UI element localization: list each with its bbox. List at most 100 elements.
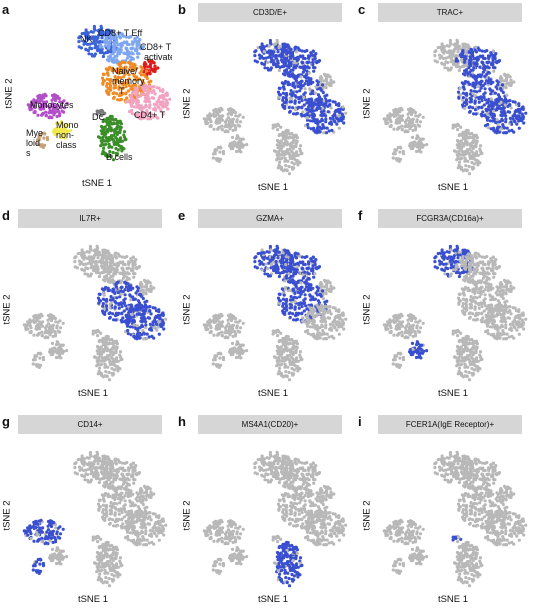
cell-point (396, 110, 400, 114)
cell-point (109, 262, 113, 266)
cell-point (253, 54, 257, 58)
cell-point (145, 299, 149, 303)
cell-point (33, 110, 37, 115)
cell-point (448, 38, 452, 43)
cell-point (329, 312, 333, 316)
cell-point (503, 103, 507, 107)
cell-point (119, 76, 123, 80)
cell-point (328, 116, 332, 120)
cell-point (293, 306, 297, 310)
cell-point (101, 119, 105, 124)
cell-point (90, 47, 94, 51)
cell-point (131, 315, 135, 319)
cell-point (54, 121, 59, 125)
cell-point (300, 49, 304, 53)
cell-point (501, 90, 505, 95)
cell-point (419, 145, 424, 149)
cell-point (65, 101, 69, 105)
cell-point (289, 253, 293, 257)
cell-point (468, 82, 472, 86)
cell-point (472, 61, 476, 65)
cell-point (96, 345, 100, 350)
cell-point (306, 332, 310, 336)
cell-point (446, 61, 450, 65)
cell-point (305, 101, 309, 105)
cell-point (116, 124, 120, 128)
cell-point (288, 135, 292, 140)
cell-point (280, 64, 284, 69)
cell-point (334, 315, 339, 319)
cell-point (204, 324, 208, 328)
cell-point (404, 123, 408, 127)
cell-point (39, 143, 44, 147)
cell-point (102, 307, 106, 311)
cell-point (142, 305, 146, 309)
cell-point (483, 87, 487, 91)
cell-point (518, 110, 522, 114)
cell-point (456, 40, 460, 44)
cell-point (298, 254, 302, 258)
cell-point (96, 29, 100, 33)
panel-title-strip: TRAC+ (378, 3, 522, 22)
cell-point (289, 73, 293, 77)
cell-point (395, 148, 399, 152)
cell-point (219, 106, 223, 110)
cell-point (329, 83, 333, 87)
cell-point (282, 101, 286, 105)
cell-point (291, 312, 295, 316)
cell-point (315, 285, 319, 289)
cell-point (111, 52, 115, 56)
cell-point (461, 51, 465, 55)
cell-point (485, 101, 489, 105)
cell-point (495, 61, 499, 65)
cell-point (92, 24, 96, 29)
cell-point (55, 324, 59, 328)
cell-point (318, 312, 322, 316)
cell-point (231, 117, 235, 121)
cell-point (145, 288, 149, 292)
cell-point (51, 323, 56, 327)
cell-point (120, 70, 124, 75)
panel-title-strip: CD3D/E+ (198, 3, 342, 22)
cell-point (271, 126, 275, 130)
cell-point (121, 316, 125, 320)
cell-point (311, 89, 315, 93)
cell-point (294, 45, 298, 49)
cell-point (281, 302, 285, 306)
cell-point (517, 102, 521, 106)
cell-point (406, 107, 411, 112)
cell-point (108, 298, 113, 302)
cell-point (329, 289, 333, 293)
cell-point (113, 75, 117, 79)
cell-point (231, 121, 235, 125)
cell-point (483, 64, 487, 68)
cell-point (464, 140, 468, 144)
cell-point (140, 324, 145, 329)
cell-point (113, 306, 117, 310)
cell-point (322, 112, 326, 116)
cell-point (295, 90, 299, 94)
cell-point (220, 334, 224, 338)
cell-point (140, 85, 144, 89)
cell-point (320, 289, 325, 293)
cell-point (109, 54, 113, 58)
cell-point (464, 57, 468, 61)
cell-point (268, 68, 272, 72)
cell-point (85, 256, 90, 260)
cell-point (294, 112, 298, 116)
cell-point (292, 138, 296, 142)
cell-point (318, 106, 322, 110)
cell-point (469, 89, 473, 93)
cell-point (471, 133, 475, 138)
x-axis-label: tSNE 1 (437, 182, 469, 193)
cell-point (326, 110, 330, 114)
cell-point (281, 45, 285, 49)
cell-point (142, 278, 147, 282)
cell-point (36, 113, 40, 117)
cell-point (53, 329, 57, 334)
cell-point (290, 154, 294, 158)
cell-point (31, 362, 35, 366)
cell-point (135, 267, 139, 271)
cell-point (505, 82, 509, 86)
cell-point (337, 308, 341, 312)
